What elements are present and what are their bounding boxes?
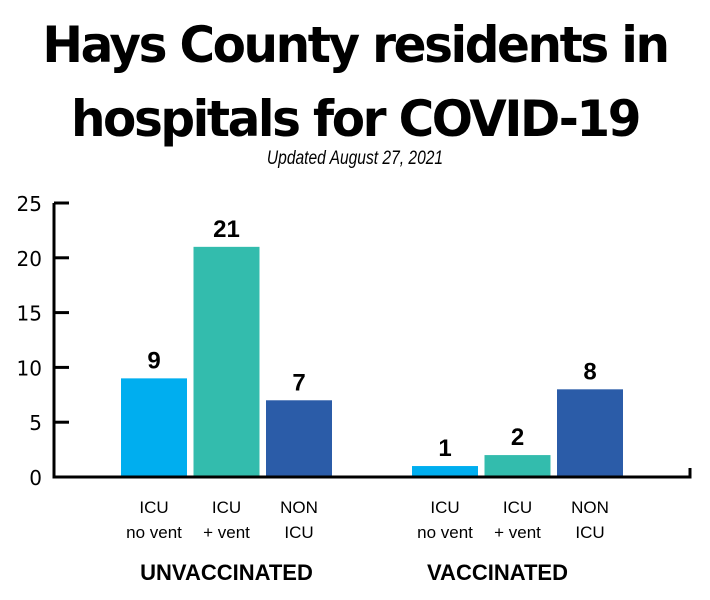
- bar-value-label: 21: [213, 216, 240, 243]
- chart-title-line-2: hospitals for COVID-19: [70, 90, 642, 148]
- y-tick-label: 5: [29, 411, 42, 435]
- bar: [412, 466, 478, 476]
- category-label-line-1: ICU: [212, 498, 241, 517]
- bar-value-label: 1: [438, 435, 451, 462]
- category-label-line-1: NON: [280, 498, 318, 517]
- chart-title-line-1: Hays County residents in: [42, 16, 670, 74]
- category-label-line-2: + vent: [494, 523, 541, 542]
- y-tick-label: 0: [29, 466, 42, 490]
- chart-subtitle: Updated August 27, 2021: [266, 148, 444, 169]
- category-label-line-2: ICU: [284, 523, 313, 542]
- group-label: UNVACCINATED: [140, 560, 313, 585]
- category-label-line-2: ICU: [575, 523, 604, 542]
- bar-value-label: 7: [292, 369, 305, 396]
- bar-value-label: 9: [147, 347, 160, 374]
- category-label-line-1: NON: [571, 498, 609, 517]
- bar-value-label: 2: [511, 424, 524, 451]
- category-label-line-1: ICU: [430, 498, 459, 517]
- bar: [557, 389, 623, 476]
- y-tick-label: 25: [17, 192, 42, 216]
- bar: [121, 378, 187, 476]
- y-tick-label: 10: [17, 356, 42, 380]
- bar: [484, 455, 551, 476]
- bar-value-label: 8: [583, 358, 596, 385]
- category-label-line-2: no vent: [126, 523, 182, 542]
- bar: [193, 246, 260, 476]
- category-label-line-2: no vent: [417, 523, 473, 542]
- category-label-line-1: ICU: [503, 498, 532, 517]
- category-label-line-1: ICU: [139, 498, 168, 517]
- y-tick-label: 15: [17, 302, 42, 326]
- group-label: VACCINATED: [427, 560, 568, 585]
- category-label-line-2: + vent: [203, 523, 250, 542]
- bar: [266, 400, 332, 476]
- y-tick-label: 20: [17, 247, 42, 271]
